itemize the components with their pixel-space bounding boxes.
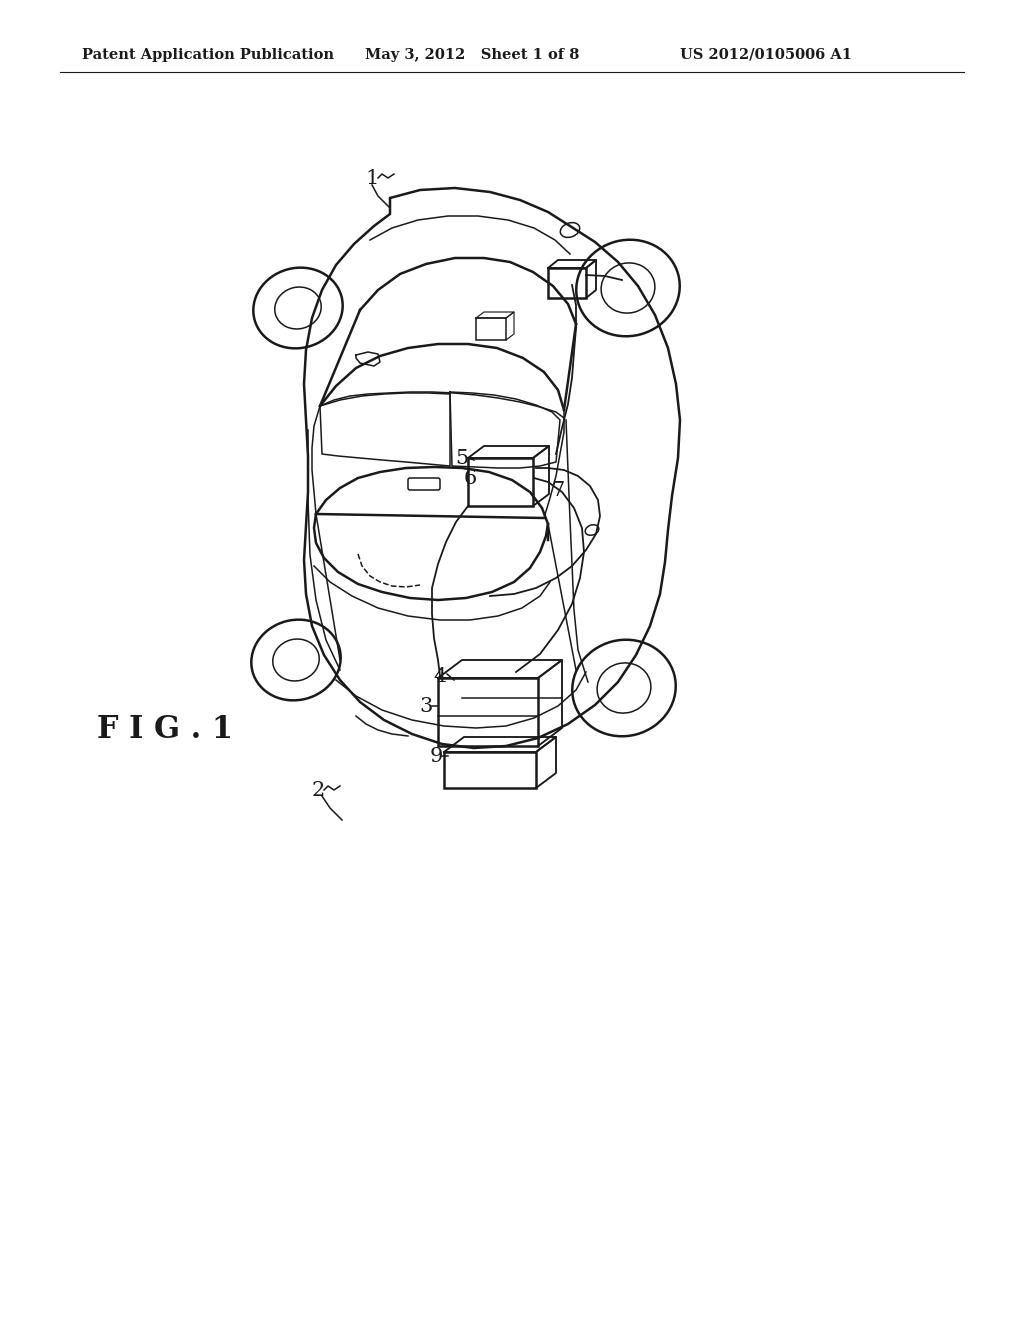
Text: 6: 6 (464, 469, 476, 487)
Bar (438, 678, 538, 746)
Text: May 3, 2012   Sheet 1 of 8: May 3, 2012 Sheet 1 of 8 (365, 48, 580, 62)
Text: 4: 4 (433, 667, 446, 685)
Text: US 2012/0105006 A1: US 2012/0105006 A1 (680, 48, 852, 62)
Text: 5: 5 (456, 449, 469, 467)
Bar (548, 268, 586, 298)
Text: Patent Application Publication: Patent Application Publication (82, 48, 334, 62)
Bar (444, 752, 536, 788)
Text: 1: 1 (366, 169, 379, 187)
Text: 7: 7 (551, 480, 564, 499)
Bar (468, 458, 534, 506)
Text: 2: 2 (311, 780, 325, 800)
Text: 3: 3 (419, 697, 433, 715)
Bar (476, 318, 506, 341)
Text: F I G . 1: F I G . 1 (97, 714, 233, 746)
Text: 9: 9 (429, 747, 442, 766)
